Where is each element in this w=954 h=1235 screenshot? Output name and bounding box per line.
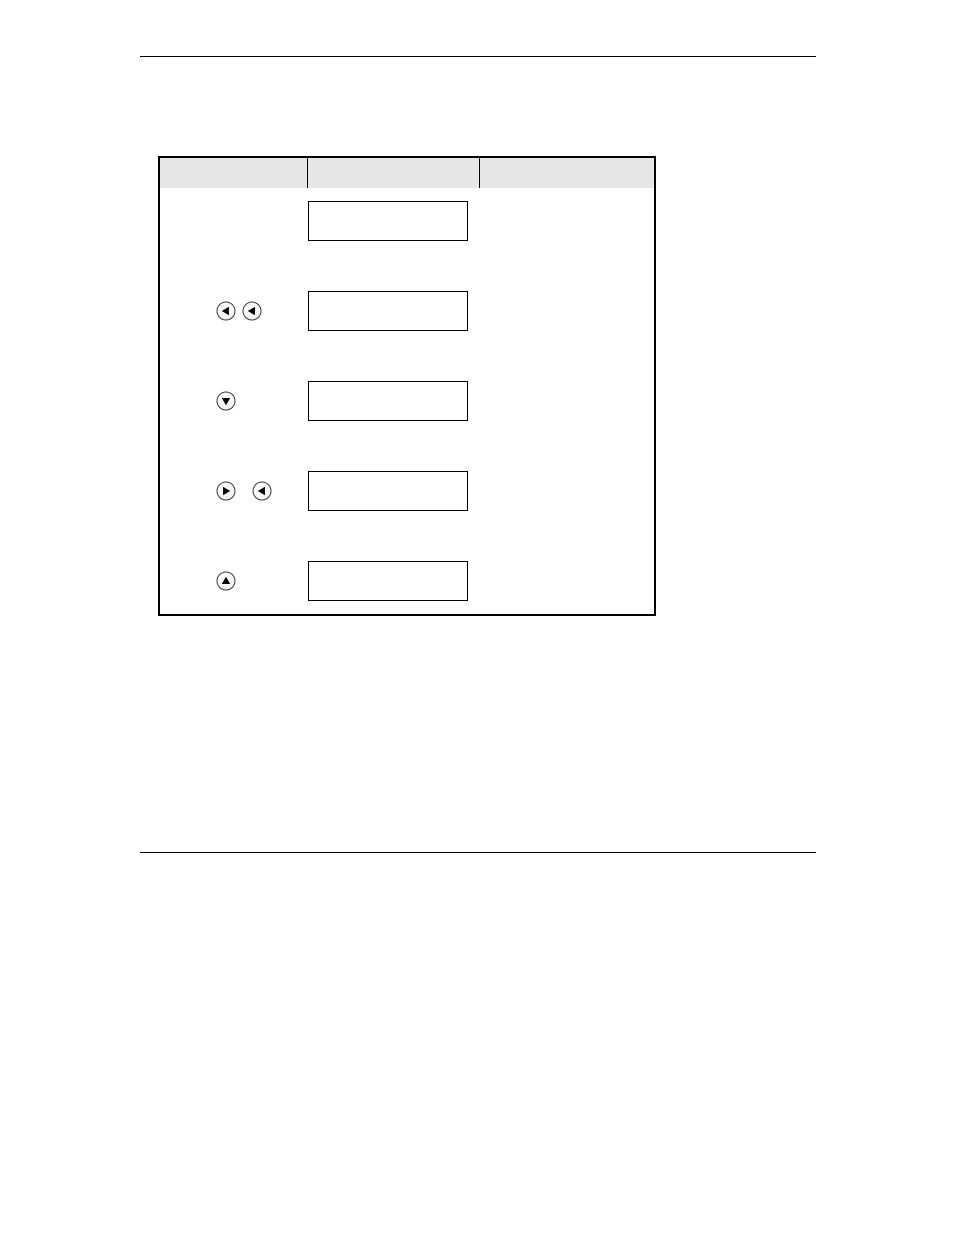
row-spacer xyxy=(160,254,654,278)
display-box xyxy=(308,381,468,421)
display-box xyxy=(308,291,468,331)
bottom-horizontal-rule xyxy=(140,852,816,853)
icon-cell xyxy=(160,468,308,514)
row-spacer xyxy=(160,344,654,368)
right-arrow-icon xyxy=(216,481,236,501)
icon-cell xyxy=(160,288,308,334)
row-spacer xyxy=(160,434,654,458)
icon-cell xyxy=(160,378,308,424)
left-arrow-icon xyxy=(216,301,236,321)
icon-cell xyxy=(160,558,308,604)
table-header-cell xyxy=(480,158,654,188)
display-box xyxy=(308,201,468,241)
instruction-table xyxy=(158,156,656,616)
table-header-cell xyxy=(308,158,480,188)
display-box-cell xyxy=(308,381,480,421)
table-row xyxy=(160,368,654,434)
down-arrow-icon xyxy=(216,391,236,411)
table-row xyxy=(160,188,654,254)
row-spacer xyxy=(160,524,654,548)
left-arrow-icon xyxy=(242,301,262,321)
display-box-cell xyxy=(308,201,480,241)
table-row xyxy=(160,278,654,344)
display-box-cell xyxy=(308,291,480,331)
table-row xyxy=(160,548,654,614)
display-box xyxy=(308,561,468,601)
display-box-cell xyxy=(308,561,480,601)
top-horizontal-rule xyxy=(140,56,816,57)
left-arrow-icon xyxy=(252,481,272,501)
icon-cell xyxy=(160,198,308,244)
table-row xyxy=(160,458,654,524)
table-header-cell xyxy=(160,158,308,188)
up-arrow-icon xyxy=(216,571,236,591)
display-box xyxy=(308,471,468,511)
table-header-row xyxy=(160,158,654,188)
display-box-cell xyxy=(308,471,480,511)
